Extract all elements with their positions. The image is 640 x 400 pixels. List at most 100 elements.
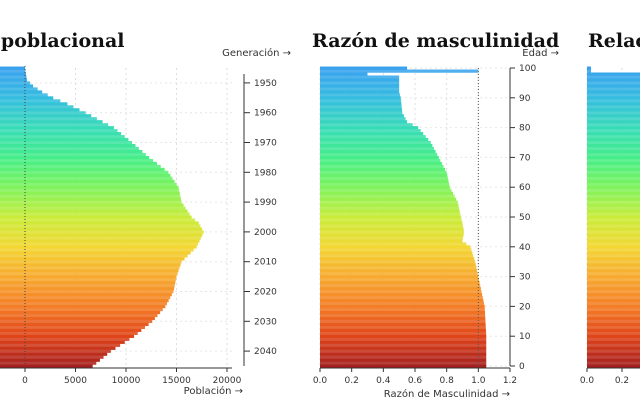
relation-bar — [587, 257, 640, 261]
ratio-bar — [320, 337, 487, 341]
population-bar — [0, 132, 122, 136]
ratio-bar — [320, 167, 446, 172]
population-bar — [0, 340, 125, 344]
population-bar — [0, 93, 48, 97]
population-bar — [0, 298, 169, 303]
population-bar — [0, 239, 200, 243]
relation-bar — [587, 337, 640, 341]
relation-bar — [587, 182, 640, 186]
ratio-bar — [320, 227, 464, 231]
relation-bar — [587, 117, 640, 121]
population-bar — [0, 221, 199, 225]
ratio-bar — [320, 218, 462, 222]
ratio-bar — [320, 295, 483, 300]
relation-bar — [587, 233, 640, 237]
population-bar — [0, 87, 38, 91]
population-bar — [0, 331, 138, 335]
relation-bar — [587, 361, 640, 365]
population-bar — [0, 287, 175, 291]
relation-bar — [587, 185, 640, 189]
ratio-x-tick-label: 1.0 — [471, 376, 486, 386]
generation-tick-label: 1960 — [254, 109, 277, 119]
ratio-bar — [320, 120, 408, 124]
relation-bar — [587, 340, 640, 344]
population-bar — [0, 200, 182, 204]
relation-bar — [587, 275, 640, 279]
relation-bar — [587, 138, 640, 142]
ratio-bar — [320, 197, 457, 201]
relation-bar — [587, 263, 640, 267]
relation-bar — [587, 155, 640, 160]
relation-bar — [587, 105, 640, 109]
relation-bar — [587, 307, 640, 312]
ratio-bar — [320, 141, 431, 145]
ratio-bar — [320, 266, 477, 270]
relation-bar — [587, 230, 640, 234]
relation-x-tick-label: 0.0 — [580, 376, 595, 386]
population-bar — [0, 108, 80, 112]
relation-bar — [587, 152, 640, 157]
population-bar — [0, 146, 139, 151]
population-bar — [0, 191, 180, 195]
ratio-bar — [320, 331, 487, 335]
relation-bar — [587, 126, 640, 130]
relation-bar — [587, 245, 640, 249]
population-bar — [0, 158, 154, 163]
ratio-bar — [320, 287, 481, 291]
ratio-bar — [320, 155, 439, 160]
ratio-bar — [320, 316, 486, 321]
population-bar — [0, 182, 177, 186]
ratio-bar — [320, 152, 438, 157]
relation-x-tick-label: 0.2 — [615, 376, 629, 386]
relation-bar — [587, 114, 640, 118]
relation-bar — [587, 248, 640, 252]
relation-bar — [587, 316, 640, 321]
ratio-bar — [320, 114, 404, 118]
ratio-bar — [320, 334, 487, 338]
ratio-bar — [320, 185, 450, 189]
ratio-bar — [320, 278, 479, 282]
relation-bar — [587, 239, 640, 243]
age-tick-label: 60 — [519, 183, 531, 193]
ratio-bar — [320, 146, 434, 151]
population-bar — [0, 135, 125, 139]
ratio-bar — [320, 298, 484, 303]
population-x-tick-label: 15000 — [162, 376, 191, 386]
relation-bar — [587, 170, 640, 175]
ratio-bar — [320, 310, 485, 315]
population-bar — [0, 72, 27, 76]
relation-bar — [587, 349, 640, 353]
relation-bar — [587, 108, 640, 112]
population-bar — [0, 164, 161, 169]
ratio-bar — [320, 251, 473, 255]
population-bar — [0, 105, 74, 109]
ratio-bar — [320, 319, 486, 324]
population-bar — [0, 355, 104, 359]
ratio-bar — [320, 188, 452, 192]
ratio-bar — [320, 343, 487, 347]
population-bar — [0, 218, 196, 222]
population-bar — [0, 310, 161, 315]
relation-bar — [587, 84, 640, 88]
age-tick-label: 70 — [519, 153, 531, 163]
relation-bar — [587, 319, 640, 324]
population-bar — [0, 170, 169, 175]
generation-tick-label: 1990 — [254, 198, 277, 208]
population-bar — [0, 114, 92, 118]
population-bar — [0, 346, 116, 350]
population-pyramid-title: ra poblacional — [0, 30, 125, 52]
relation-bar — [587, 176, 640, 181]
ratio-bar — [320, 352, 487, 356]
relation-bar — [587, 281, 640, 285]
ratio-x-tick-label: 1.2 — [503, 376, 517, 386]
population-x-tick-label: 10000 — [112, 376, 141, 386]
population-bar — [0, 248, 194, 252]
population-bar — [0, 152, 146, 157]
ratio-bar — [320, 176, 448, 181]
population-bar — [0, 337, 130, 341]
population-bar — [0, 75, 27, 79]
relation-bar — [587, 132, 640, 136]
ratio-bar — [320, 230, 465, 234]
ratio-bar — [320, 93, 400, 97]
relation-bar — [587, 206, 640, 210]
